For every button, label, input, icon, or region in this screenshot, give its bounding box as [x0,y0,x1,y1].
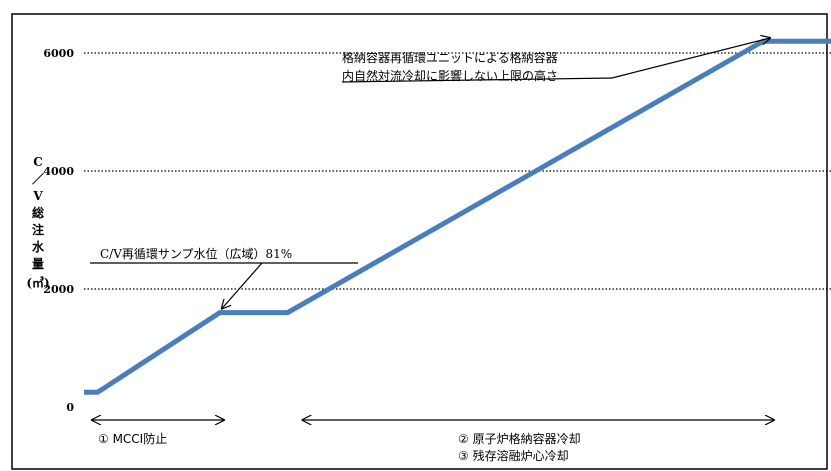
phase-label: ② 原子炉格納容器冷却 [458,431,581,446]
annotations: 格納容器再循環ユニットによる格納容器内自然対流冷却に影響しない上限の高さC/V再… [90,38,770,309]
annotation-2-leader [222,262,263,309]
phase-label: ③ 残存溶融炉心冷却 [458,448,569,463]
chart-frame [11,13,828,470]
y-tick-4000: 4000 [43,165,74,178]
annotation-1-line: 格納容器再循環ユニットによる格納容器 [342,50,558,65]
series-line-0 [84,38,831,395]
y-label-char: 水 [32,239,45,254]
y-tick-6000: 6000 [43,47,74,60]
y-axis-ticks: 0 2000 4000 6000 [43,47,74,414]
y-label-char: 総 [32,205,44,220]
annotation-1-leader [611,38,770,79]
y-label-char: 量 [32,257,44,271]
phase-label: ① MCCI防止 [98,431,167,446]
y-label-char: C [33,155,43,169]
annotation-2-line: C/V再循環サンプ水位（広域）81% [100,246,292,261]
phases: ① MCCI防止 ② 原子炉格納容器冷却 ③ 残存溶融炉心冷却 [92,420,774,463]
y-label-char: 注 [32,222,44,237]
y-tick-0: 0 [66,401,74,414]
y-label-char: V [32,189,43,203]
y-label-char: ／ [32,171,44,186]
y-tick-2000: 2000 [43,283,74,296]
y-unit-label: (㎥) [26,275,49,290]
series-layer [83,38,831,395]
annotation-1-underline [341,77,613,83]
